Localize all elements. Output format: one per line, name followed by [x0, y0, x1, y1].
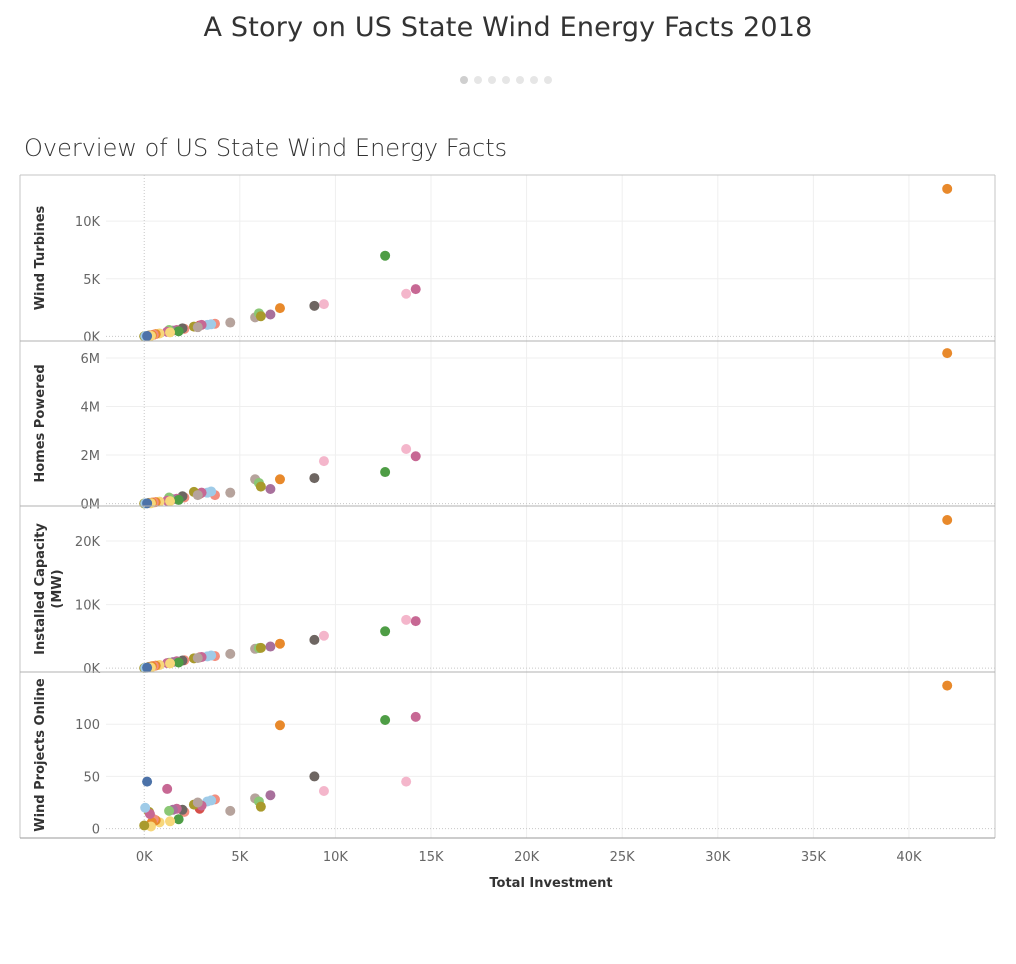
data-point[interactable] [410, 616, 421, 627]
data-point[interactable] [318, 456, 329, 467]
data-point[interactable] [165, 496, 176, 507]
data-point[interactable] [165, 816, 176, 827]
x-tick-label: 0K [136, 850, 153, 865]
data-point[interactable] [139, 820, 150, 831]
y-tick-label: 20K [75, 535, 101, 550]
data-point[interactable] [173, 494, 184, 505]
data-point[interactable] [942, 348, 953, 359]
x-axis-title: Total Investment [489, 876, 612, 891]
sheet-title: Overview of US State Wind Energy Facts [24, 134, 508, 162]
y-tick-label: 0K [83, 330, 100, 345]
data-point[interactable] [942, 183, 953, 194]
data-point[interactable] [410, 284, 421, 295]
data-point[interactable] [255, 481, 266, 492]
data-point[interactable] [140, 802, 151, 813]
data-point[interactable] [274, 720, 285, 731]
y-tick-label: 10K [75, 215, 101, 230]
data-point[interactable] [380, 467, 391, 478]
data-point[interactable] [318, 630, 329, 641]
data-point[interactable] [255, 801, 266, 812]
story-point-dot[interactable] [474, 76, 482, 84]
data-point[interactable] [265, 309, 276, 320]
y-tick-label: 4M [81, 401, 101, 416]
row-axis-label: Installed Capacity [33, 523, 48, 655]
x-tick-label: 35K [801, 850, 827, 865]
data-point[interactable] [274, 303, 285, 314]
row-axis-label: Wind Turbines [33, 205, 48, 310]
data-point[interactable] [410, 711, 421, 722]
y-tick-label: 10K [75, 599, 101, 614]
data-point[interactable] [192, 797, 203, 808]
x-tick-label: 20K [514, 850, 540, 865]
data-point[interactable] [380, 626, 391, 637]
x-tick-label: 10K [323, 850, 349, 865]
y-tick-label: 2M [81, 449, 101, 464]
y-tick-label: 6M [81, 352, 101, 367]
row-axis-label: Homes Powered [33, 364, 48, 482]
x-tick-label: 30K [705, 850, 731, 865]
data-point[interactable] [318, 299, 329, 310]
story-point-dot[interactable] [488, 76, 496, 84]
data-point[interactable] [173, 326, 184, 337]
data-point[interactable] [401, 288, 412, 299]
x-tick-label: 15K [418, 850, 444, 865]
data-point[interactable] [142, 662, 153, 673]
x-tick-label: 5K [231, 850, 248, 865]
data-point[interactable] [942, 514, 953, 525]
data-point[interactable] [142, 776, 153, 787]
data-point[interactable] [255, 642, 266, 653]
data-point[interactable] [309, 634, 320, 645]
data-point[interactable] [401, 443, 412, 454]
y-tick-label: 0M [81, 498, 101, 513]
y-tick-label: 100 [75, 718, 100, 733]
x-tick-label: 40K [896, 850, 922, 865]
data-point[interactable] [274, 638, 285, 649]
row-axis-label: (MW) [50, 569, 65, 608]
data-point[interactable] [173, 657, 184, 668]
data-point[interactable] [142, 498, 153, 509]
data-point[interactable] [225, 805, 236, 816]
data-point[interactable] [192, 653, 203, 664]
data-point[interactable] [165, 327, 176, 338]
data-point[interactable] [192, 322, 203, 333]
story-point-dot[interactable] [530, 76, 538, 84]
data-point[interactable] [225, 487, 236, 498]
data-point[interactable] [164, 805, 175, 816]
data-point[interactable] [265, 641, 276, 652]
y-tick-label: 50 [83, 770, 100, 785]
story-title: A Story on US State Wind Energy Facts 20… [203, 12, 813, 43]
data-point[interactable] [410, 451, 421, 462]
data-point[interactable] [309, 300, 320, 311]
row-axis-label: Wind Projects Online [33, 678, 48, 832]
story-point-dot[interactable] [544, 76, 552, 84]
story-point-dot[interactable] [516, 76, 524, 84]
data-point[interactable] [192, 490, 203, 501]
data-point[interactable] [309, 771, 320, 782]
data-point[interactable] [309, 473, 320, 484]
data-point[interactable] [142, 331, 153, 342]
data-point[interactable] [265, 484, 276, 495]
data-point[interactable] [225, 648, 236, 659]
data-point[interactable] [165, 658, 176, 669]
y-tick-label: 0K [83, 662, 100, 677]
data-point[interactable] [380, 250, 391, 261]
data-point[interactable] [255, 311, 266, 322]
data-point[interactable] [274, 474, 285, 485]
y-tick-label: 5K [83, 273, 100, 288]
x-tick-label: 25K [610, 850, 636, 865]
story-point-dot[interactable] [502, 76, 510, 84]
data-point[interactable] [162, 783, 173, 794]
story-point-dot[interactable] [460, 76, 468, 84]
data-point[interactable] [225, 317, 236, 328]
story-navigator[interactable] [460, 76, 552, 86]
data-point[interactable] [942, 680, 953, 691]
y-tick-label: 0 [92, 823, 100, 838]
data-point[interactable] [265, 790, 276, 801]
data-point[interactable] [318, 786, 329, 797]
data-point[interactable] [173, 814, 184, 825]
data-point[interactable] [380, 715, 391, 726]
data-point[interactable] [401, 614, 412, 625]
data-point[interactable] [401, 776, 412, 787]
